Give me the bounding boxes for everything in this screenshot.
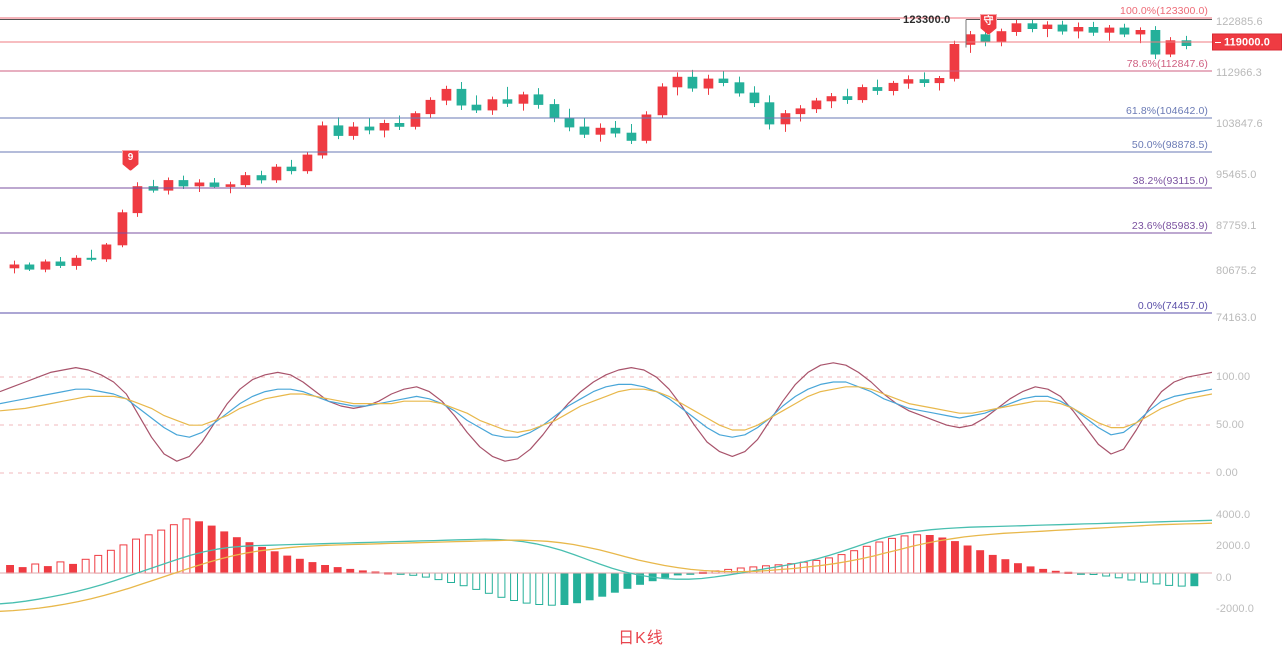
- kdj-axis: 100.00 50.00 0.00: [1212, 340, 1282, 490]
- badge-shape-icon: [122, 150, 139, 171]
- kdj-axis-label: 100.00: [1216, 371, 1251, 383]
- signal-badge-left[interactable]: 9: [122, 150, 139, 171]
- macd-plot-area[interactable]: [0, 490, 1212, 620]
- fibonacci-level-label: 23.6%(85983.9): [1131, 220, 1208, 232]
- kdj-lines-layer: [0, 362, 1212, 474]
- last-price-tag[interactable]: 119000.0: [1212, 33, 1282, 51]
- price-axis-label: 112966.3: [1216, 67, 1262, 79]
- kdj-axis-label: 50.00: [1216, 419, 1245, 431]
- last-price-dash: [1215, 41, 1221, 43]
- peak-price-annotation: 123300.0: [903, 14, 951, 26]
- fibonacci-level-label: 0.0%(74457.0): [1137, 300, 1208, 312]
- macd-axis: 4000.0 2000.0 0.0 -2000.0: [1212, 490, 1282, 620]
- kdj-axis-label: 0.00: [1216, 467, 1238, 479]
- macd-axis-label: 0.0: [1216, 572, 1232, 584]
- price-plot-area[interactable]: 123300.0 守 9: [0, 0, 1212, 340]
- candlestick-layer: [9, 19, 1192, 274]
- fibonacci-lines-layer: [0, 17, 1212, 314]
- price-axis-label: 74163.0: [1216, 312, 1257, 324]
- price-axis-label: 103847.6: [1216, 118, 1263, 130]
- macd-histogram-layer: [0, 518, 1212, 612]
- badge-glyph: 9: [127, 152, 134, 163]
- badge-shape-icon: [980, 14, 997, 35]
- macd-panel: 4000.0 2000.0 0.0 -2000.0: [0, 490, 1282, 620]
- macd-axis-label: 4000.0: [1216, 509, 1251, 521]
- signal-badge-top[interactable]: 守: [980, 14, 997, 35]
- price-axis[interactable]: 122885.6 112966.3 103847.6 95465.0 87759.1 80…: [1212, 0, 1282, 340]
- macd-axis-label: 2000.0: [1216, 540, 1251, 552]
- fibonacci-level-label: 50.0%(98878.5): [1131, 139, 1208, 151]
- price-axis-label: 80675.2: [1216, 265, 1257, 277]
- chart-period-label[interactable]: 日K线: [618, 630, 664, 647]
- price-axis-label: 122885.6: [1216, 16, 1263, 28]
- price-axis-label: 87759.1: [1216, 220, 1257, 232]
- price-axis-label: 95465.0: [1216, 169, 1257, 181]
- price-panel: 123300.0 守 9 122885.6 112966.3 103847.6 9546…: [0, 0, 1282, 340]
- footer: 日K线: [0, 620, 1282, 652]
- kdj-panel: 100.00 50.00 0.00: [0, 340, 1282, 490]
- badge-glyph: 守: [983, 16, 994, 27]
- macd-axis-label: -2000.0: [1216, 603, 1255, 615]
- fibonacci-level-label: 78.6%(112847.6): [1126, 58, 1208, 70]
- fibonacci-level-label: 38.2%(93115.0): [1132, 175, 1208, 187]
- kdj-plot-area[interactable]: [0, 340, 1212, 490]
- fibonacci-level-label: 100.0%(123300.0): [1120, 5, 1208, 17]
- fibonacci-level-label: 61.8%(104642.0): [1125, 105, 1208, 117]
